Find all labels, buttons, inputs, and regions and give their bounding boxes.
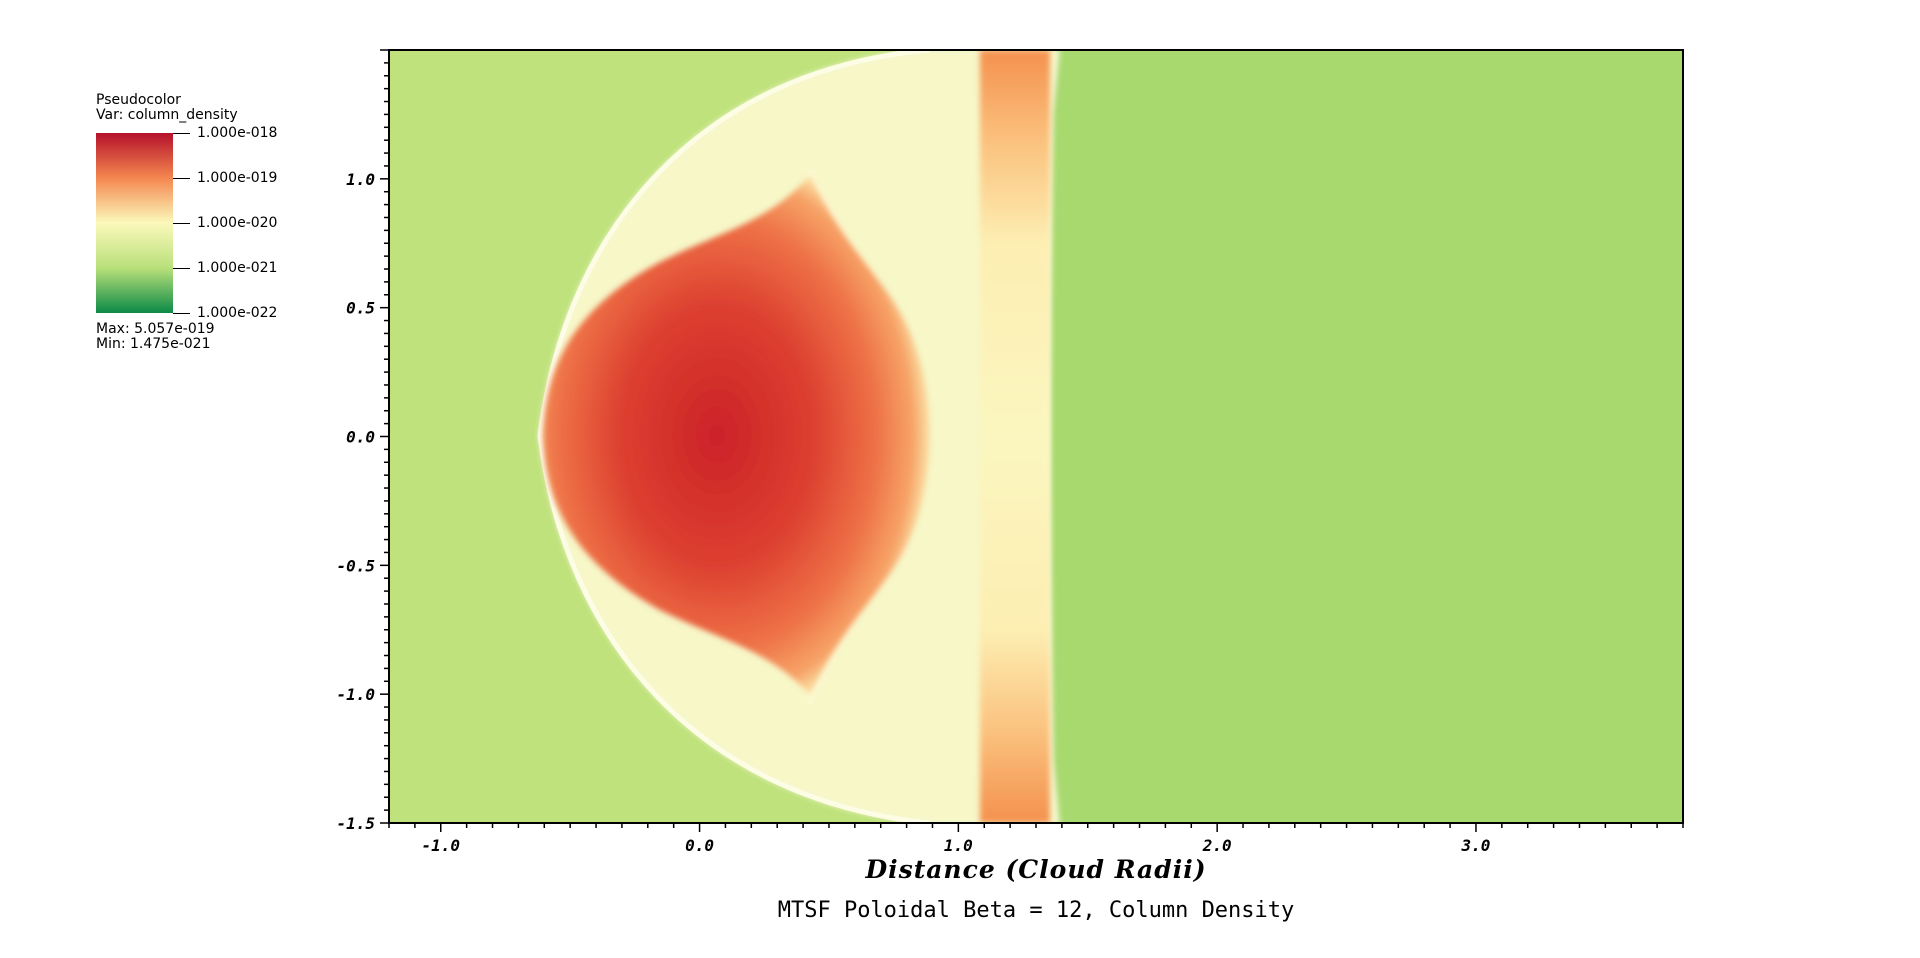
colorbar-gradient (96, 133, 173, 313)
heatmap-field (389, 50, 1683, 823)
x-tick-label: -1.0 (421, 836, 460, 855)
chart-title: MTSF Poloidal Beta = 12, Column Density (778, 898, 1295, 923)
colorbar-tick-label: 1.000e-021 (197, 260, 278, 276)
x-tick-label: 1.0 (944, 836, 973, 855)
y-tick-label: -0.5 (336, 556, 375, 575)
plot-frame (388, 49, 1684, 824)
colorbar-tick-label: 1.000e-018 (197, 125, 278, 141)
y-tick-label: 0.5 (346, 299, 375, 318)
legend-plot-type: Pseudocolor (96, 92, 181, 108)
y-tick-label: 0.0 (346, 428, 375, 447)
plot-axes: -1.0 0.0 1.0 2.0 3.0 1.0 0.5 0.0 -0.5 -1.0 -1.5 (336, 49, 1684, 855)
x-tick-label: 2.0 (1202, 836, 1232, 855)
colorbar-tick-mark (173, 313, 190, 314)
legend-variable: Var: column_density (96, 107, 238, 123)
colorbar-tick-mark (173, 178, 190, 179)
colorbar-tick-label: 1.000e-022 (197, 305, 278, 321)
x-tick-label: 0.0 (685, 836, 714, 855)
colorbar-legend: Pseudocolor Var: column_density 1.000e-0… (96, 93, 296, 363)
cloud-core (543, 175, 930, 695)
colorbar-tick-mark (173, 223, 190, 224)
colorbar-tick-label: 1.000e-019 (197, 170, 278, 186)
legend-max: Max: 5.057e-019 (96, 321, 215, 337)
y-tick-label: -1.5 (336, 814, 375, 833)
colorbar-tick-mark (173, 268, 190, 269)
downstream-background (1050, 50, 1683, 823)
y-tick-label: -1.0 (336, 685, 375, 704)
x-tick-label: 3.0 (1461, 836, 1491, 855)
bow-shock-front (537, 50, 931, 823)
x-axis-title: Distance (Cloud Radii) (864, 855, 1206, 884)
y-tick-label: 1.0 (346, 170, 375, 189)
legend-min: Min: 1.475e-021 (96, 336, 211, 352)
colorbar-tick-label: 1.000e-020 (197, 215, 278, 231)
colorbar-tick-mark (173, 133, 190, 134)
compressed-band (980, 50, 1050, 823)
